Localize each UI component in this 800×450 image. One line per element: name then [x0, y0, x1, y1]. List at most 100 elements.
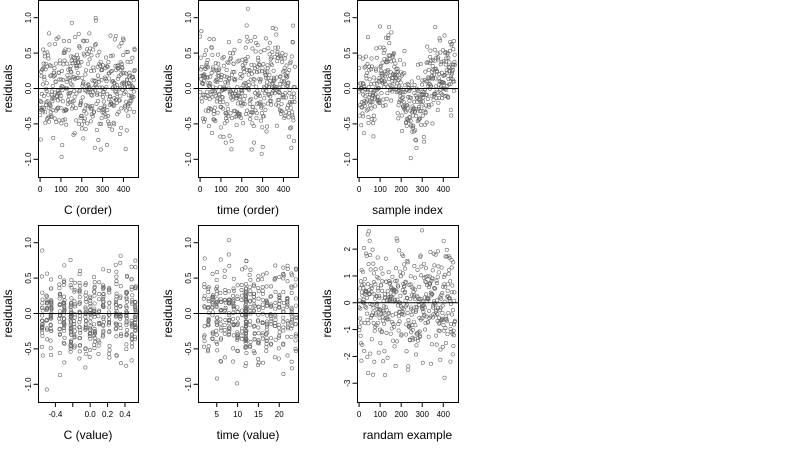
data-point	[366, 229, 371, 234]
data-point	[408, 95, 413, 100]
data-point	[101, 90, 106, 95]
data-point	[435, 57, 440, 62]
data-point	[374, 55, 379, 60]
data-point	[402, 289, 407, 294]
data-point	[118, 304, 123, 309]
data-point	[449, 265, 454, 270]
data-point	[202, 324, 207, 329]
data-point	[243, 323, 248, 328]
data-point	[79, 99, 84, 104]
data-point	[251, 140, 256, 145]
y-tick-label: 0.5	[24, 272, 33, 284]
data-point	[129, 358, 134, 363]
data-point	[204, 48, 209, 53]
data-point	[39, 274, 44, 279]
data-point	[231, 297, 236, 302]
data-point	[389, 30, 394, 35]
data-point	[281, 276, 286, 281]
data-point	[240, 326, 245, 331]
data-point	[96, 138, 101, 143]
data-point	[101, 328, 106, 333]
data-point	[396, 284, 401, 289]
data-point	[402, 262, 407, 267]
data-point	[215, 80, 220, 85]
data-point	[43, 102, 48, 107]
data-point	[62, 341, 67, 346]
data-point	[241, 65, 246, 70]
data-point	[394, 236, 399, 241]
data-point	[377, 315, 382, 320]
y-tick-label: 0.0	[184, 82, 193, 94]
data-point	[364, 295, 369, 300]
data-point	[114, 334, 119, 339]
data-point	[206, 290, 211, 295]
data-point	[285, 334, 290, 339]
data-point	[394, 278, 399, 283]
data-point	[413, 137, 418, 142]
data-point	[289, 307, 294, 312]
data-point	[87, 326, 92, 331]
data-point	[426, 285, 431, 290]
points-time_order	[198, 6, 297, 156]
data-point	[77, 88, 82, 93]
data-point	[256, 91, 261, 96]
data-point	[107, 317, 112, 322]
data-point	[88, 315, 93, 320]
data-point	[247, 98, 252, 103]
data-point	[221, 55, 226, 60]
data-point	[438, 296, 443, 301]
data-point	[439, 265, 444, 270]
data-point	[436, 100, 441, 105]
data-point	[447, 296, 452, 301]
data-point	[276, 89, 281, 94]
data-point	[364, 253, 369, 258]
data-point	[215, 320, 220, 325]
data-point	[79, 113, 84, 118]
data-point	[272, 78, 277, 83]
data-point	[285, 263, 290, 268]
data-point	[239, 337, 244, 342]
y-tick-label: 1	[343, 273, 352, 278]
data-point	[418, 100, 423, 105]
data-point	[203, 108, 208, 113]
data-point	[442, 81, 447, 86]
data-point	[361, 101, 366, 106]
data-point	[208, 106, 213, 111]
data-point	[110, 127, 115, 132]
data-point	[220, 106, 225, 111]
data-point	[419, 264, 424, 269]
data-point	[365, 282, 370, 287]
data-point	[366, 120, 371, 125]
data-point	[367, 99, 372, 104]
data-point	[270, 26, 275, 31]
data-point	[420, 82, 425, 87]
data-point	[240, 101, 245, 106]
data-point	[265, 69, 270, 74]
x-tick-label: 100	[373, 185, 387, 194]
data-point	[253, 95, 258, 100]
data-point	[386, 311, 391, 316]
data-point	[215, 348, 220, 353]
y-axis-title: residuals	[161, 289, 175, 337]
data-point	[251, 282, 256, 287]
x-tick-label: 300	[96, 185, 110, 194]
data-point	[77, 89, 82, 94]
data-point	[83, 107, 88, 112]
data-point	[211, 65, 216, 70]
data-point	[225, 118, 230, 123]
data-point	[215, 315, 220, 320]
data-point	[133, 334, 138, 339]
data-point	[451, 333, 456, 338]
data-point	[426, 68, 431, 73]
data-point	[241, 97, 246, 102]
data-point	[121, 80, 126, 85]
data-point	[201, 266, 206, 271]
data-point	[42, 51, 47, 56]
data-point	[443, 62, 448, 67]
data-point	[426, 76, 431, 81]
data-point	[67, 39, 72, 44]
y-tick-label: -0.5	[24, 341, 33, 355]
data-point	[62, 328, 67, 333]
data-point	[99, 116, 104, 121]
data-point	[106, 322, 111, 327]
